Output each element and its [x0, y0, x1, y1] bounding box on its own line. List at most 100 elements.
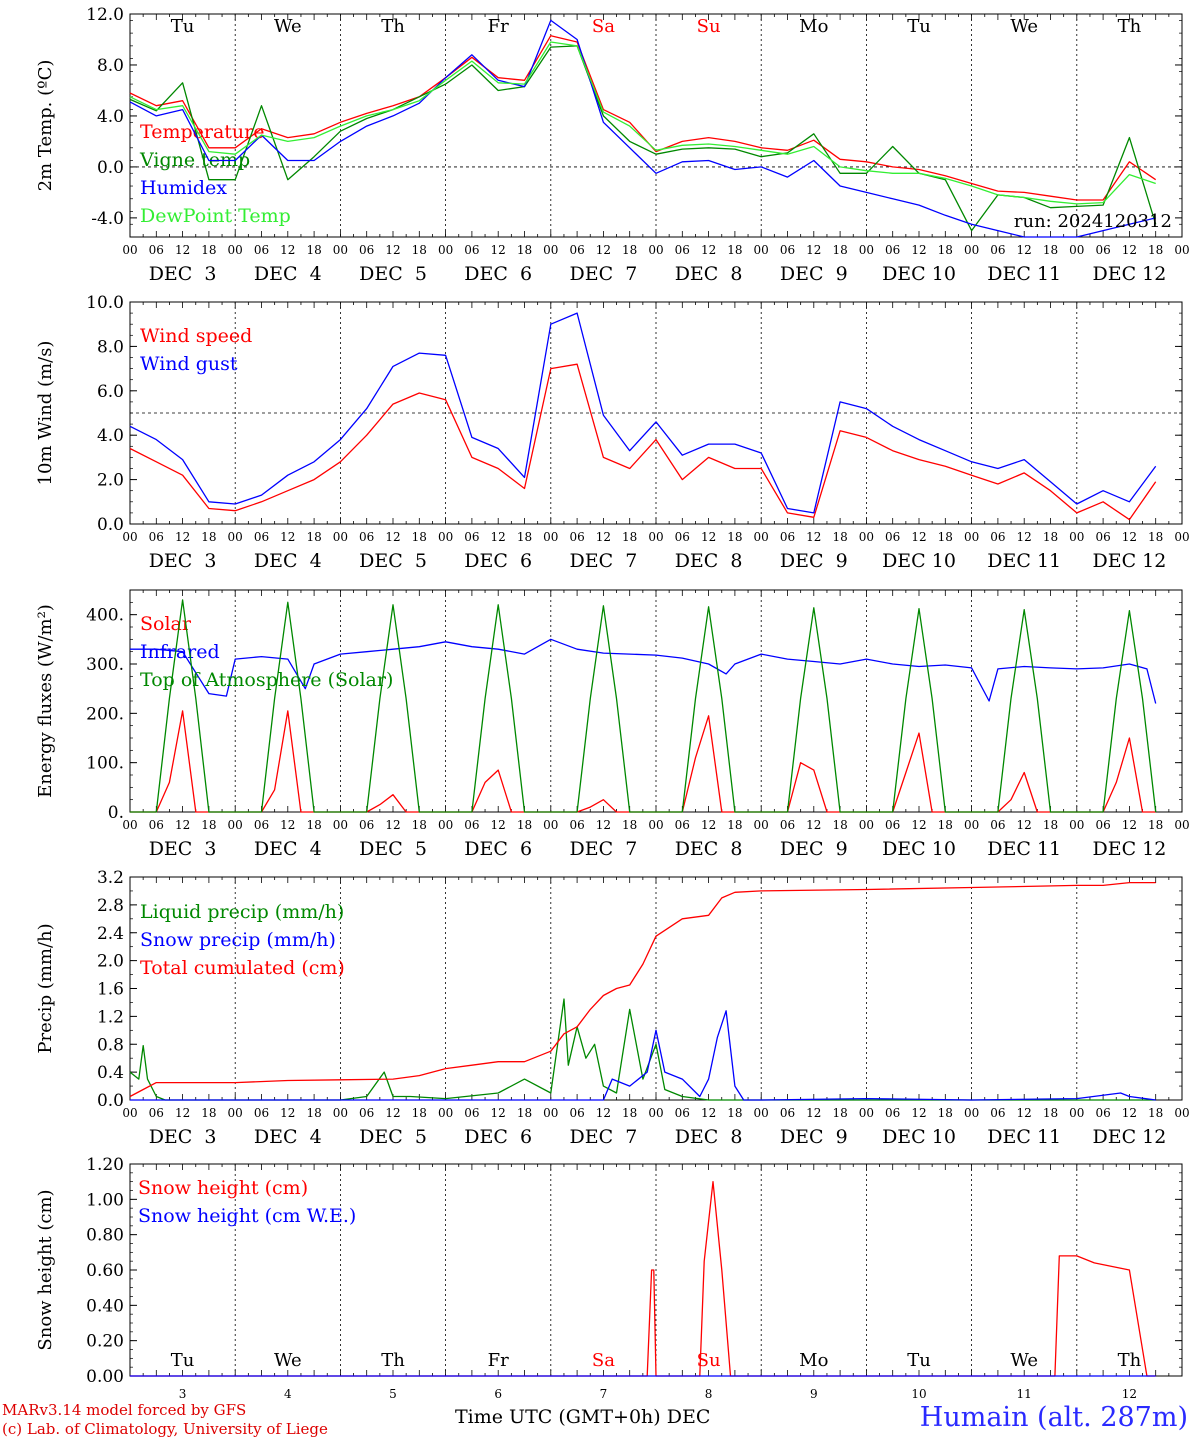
y-tick-label: 0.8: [97, 1035, 124, 1055]
y-tick-label: 1.00: [86, 1190, 124, 1210]
y-tick-label: 0.00: [86, 1367, 124, 1387]
y-tick-label: 0.0: [97, 1091, 124, 1111]
hour-tick-label: 06: [990, 243, 1005, 257]
hour-tick-label: 18: [306, 1106, 321, 1120]
y-tick-label: 0.60: [86, 1261, 124, 1281]
date-label: DEC 10: [882, 550, 956, 572]
hour-tick-label: 12: [491, 243, 506, 257]
weekday-label: Tu: [907, 1350, 931, 1371]
hour-tick-label: 12: [175, 243, 190, 257]
hour-tick-label: 18: [306, 530, 321, 544]
y-axis-label: 10m Wind (m/s): [35, 341, 56, 486]
hour-tick-label: 00: [543, 1106, 558, 1120]
hour-tick-label: 12: [596, 530, 611, 544]
hour-tick-label: 00: [859, 818, 874, 832]
y-tick-label: 8.0: [97, 337, 124, 357]
series-line-total-cumulated-cm-: [129, 881, 1156, 1098]
hour-tick-label: 18: [1148, 1106, 1163, 1120]
day-number-label: 6: [494, 1387, 502, 1401]
weekday-label: Tu: [171, 1350, 195, 1371]
hour-tick-label: 00: [754, 818, 769, 832]
y-axis-label: Snow height (cm): [35, 1189, 56, 1350]
hour-tick-label: 18: [938, 1106, 953, 1120]
weekday-label: Tu: [171, 16, 195, 37]
hour-tick-label: 12: [596, 243, 611, 257]
hour-tick-label: 00: [859, 243, 874, 257]
date-label: DEC 3: [149, 1126, 217, 1148]
hour-tick-label: 12: [1017, 818, 1032, 832]
y-axis-label: Precip (mm/h): [35, 923, 56, 1053]
series-line-snow-height-cm-: [130, 1181, 1156, 1377]
hour-tick-label: 12: [491, 818, 506, 832]
weekday-label: Th: [381, 16, 405, 37]
date-label: DEC 11: [987, 838, 1061, 860]
panel-5: 3 4 5 6 7 8 9 10 11 12 Tu We Th Fr Sa Su Mo Tu We Th 1.20 1.0…: [35, 1155, 1183, 1401]
y-tick-label: 12.0: [86, 5, 124, 25]
hour-tick-label: 12: [491, 530, 506, 544]
hour-tick-label: 18: [938, 243, 953, 257]
date-label: DEC 9: [780, 1126, 848, 1148]
hour-tick-label: 06: [464, 243, 479, 257]
hour-tick-label: 18: [938, 530, 953, 544]
date-label: DEC 12: [1092, 838, 1166, 860]
y-tick-label: 4.0: [97, 107, 124, 127]
date-label: DEC 11: [987, 263, 1061, 285]
series-line-top-of-atmosphere-solar-: [130, 599, 1157, 813]
date-label: DEC 8: [675, 1126, 743, 1148]
date-label: DEC 4: [254, 550, 322, 572]
y-tick-label: 10.0: [86, 293, 124, 313]
hour-tick-label: 06: [990, 1106, 1005, 1120]
date-label: DEC 3: [149, 838, 217, 860]
legend-entry: Infrared: [140, 641, 220, 663]
date-label: DEC 5: [359, 838, 427, 860]
hour-tick-label: 12: [701, 243, 716, 257]
date-label: DEC 11: [987, 1126, 1061, 1148]
y-tick-label: 100.: [86, 754, 124, 774]
hour-tick-label: 18: [727, 818, 742, 832]
date-label: DEC 12: [1092, 1126, 1166, 1148]
hour-tick-label: 12: [1122, 530, 1137, 544]
hour-tick-label: 00: [543, 530, 558, 544]
hour-tick-label: 06: [569, 530, 584, 544]
hour-tick-label: 00: [648, 530, 663, 544]
weekday-label: Tu: [907, 16, 931, 37]
date-label: DEC 6: [464, 263, 532, 285]
hour-tick-label: 18: [622, 530, 637, 544]
hour-tick-label: 06: [359, 818, 374, 832]
hour-tick-label: 00: [648, 818, 663, 832]
hour-tick-label: 12: [1017, 243, 1032, 257]
hour-tick-label: 12: [911, 243, 926, 257]
legend-entry: Humidex: [140, 177, 227, 199]
date-label: DEC 12: [1092, 263, 1166, 285]
date-label: DEC 7: [569, 263, 637, 285]
hour-tick-label: 06: [149, 1106, 164, 1120]
y-tick-label: 0.4: [97, 1063, 124, 1083]
weekday-label: Su: [697, 16, 721, 37]
model-credit: MARv3.14 model forced by GFS: [2, 1401, 247, 1419]
hour-tick-label: 00: [1174, 243, 1189, 257]
weekday-label: Su: [697, 1350, 721, 1371]
hour-tick-label: 18: [517, 1106, 532, 1120]
date-label: DEC 3: [149, 263, 217, 285]
y-tick-label: 4.0: [97, 426, 124, 446]
hour-tick-label: 18: [727, 530, 742, 544]
hour-tick-label: 18: [727, 1106, 742, 1120]
date-label: DEC 5: [359, 263, 427, 285]
series-line-wind-speed: [129, 363, 1157, 521]
hour-tick-label: 00: [438, 530, 453, 544]
y-tick-label: 2.0: [97, 952, 124, 972]
hour-tick-label: 00: [754, 530, 769, 544]
y-tick-label: 0.80: [86, 1226, 124, 1246]
hour-tick-label: 12: [280, 530, 295, 544]
hour-tick-label: 18: [412, 530, 427, 544]
date-label: DEC 9: [780, 263, 848, 285]
hour-tick-label: 06: [569, 243, 584, 257]
hour-tick-label: 06: [885, 818, 900, 832]
hour-tick-label: 18: [622, 243, 637, 257]
series-line-liquid-precip-mm-h-: [129, 998, 1156, 1101]
y-tick-label: 0.0: [97, 158, 124, 178]
hour-tick-label: 06: [254, 530, 269, 544]
date-label: DEC 8: [675, 263, 743, 285]
hour-tick-label: 12: [385, 1106, 400, 1120]
hour-tick-label: 00: [122, 530, 137, 544]
